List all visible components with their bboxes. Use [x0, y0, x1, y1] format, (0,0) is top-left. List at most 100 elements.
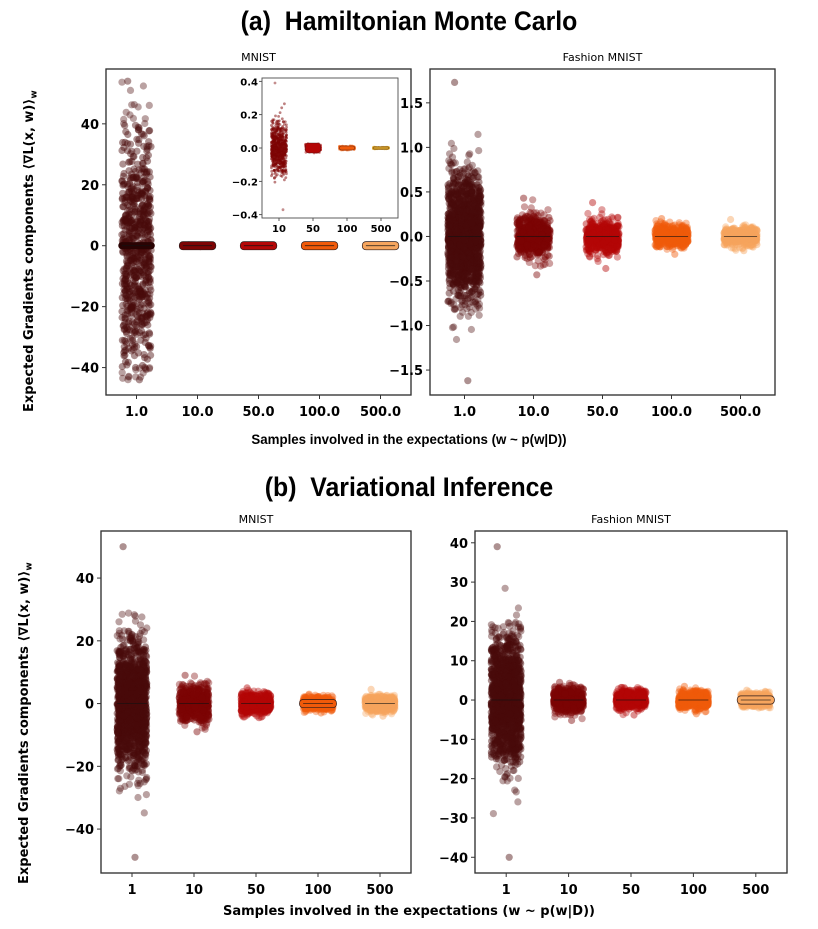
- data-point: [124, 219, 132, 227]
- data-point: [144, 184, 152, 192]
- data-point: [140, 304, 148, 312]
- data-point: [127, 256, 135, 264]
- data-point: [128, 157, 136, 165]
- data-point: [146, 197, 154, 205]
- data-point: [147, 263, 155, 271]
- x-axis-label-hmc: Samples involved in the expectations (w …: [251, 431, 567, 447]
- data-point: [131, 263, 139, 271]
- data-point: [130, 298, 138, 307]
- data-point: [463, 231, 471, 239]
- data-point: [123, 285, 132, 293]
- data-point: [131, 327, 139, 335]
- data-point: [129, 258, 137, 267]
- data-point: [137, 190, 145, 198]
- data-point: [270, 174, 273, 178]
- data-point: [123, 253, 131, 261]
- data-point: [129, 345, 137, 354]
- data-point: [128, 301, 136, 309]
- data-point: [118, 313, 126, 322]
- data-point: [140, 234, 148, 242]
- data-point: [283, 128, 287, 132]
- data-point: [131, 227, 139, 235]
- data-point: [128, 261, 136, 269]
- data-point: [133, 174, 141, 182]
- data-point: [447, 253, 455, 261]
- data-point: [118, 231, 126, 239]
- data-point: [128, 269, 136, 277]
- data-point: [125, 158, 133, 166]
- data-point: [129, 195, 137, 204]
- data-point: [123, 262, 131, 270]
- data-point: [143, 210, 152, 218]
- data-point: [126, 224, 134, 232]
- data-point: [521, 253, 529, 262]
- data-point: [143, 169, 151, 177]
- data-point: [474, 130, 482, 138]
- data-point: [131, 328, 140, 336]
- data-point: [121, 121, 129, 130]
- data-point: [146, 275, 154, 283]
- data-point: [137, 272, 145, 281]
- data-point: [144, 273, 152, 281]
- data-point: [146, 276, 154, 284]
- data-point: [118, 307, 126, 315]
- data-point: [130, 272, 138, 280]
- data-point: [146, 364, 154, 372]
- x-axis-label-vi: Samples involved in the expectations (w …: [223, 904, 595, 919]
- data-point: [273, 126, 276, 130]
- data-point: [120, 280, 129, 288]
- data-point: [139, 213, 147, 222]
- data-point: [132, 173, 140, 181]
- data-point: [122, 265, 131, 273]
- data-point: [132, 288, 140, 296]
- data-point: [146, 314, 154, 322]
- data-point: [142, 263, 150, 271]
- data-point: [139, 224, 147, 232]
- data-point: [133, 217, 142, 225]
- data-point: [145, 142, 153, 150]
- data-point: [128, 174, 136, 182]
- data-point: [122, 294, 130, 303]
- data-point: [281, 120, 285, 124]
- data-point: [119, 267, 127, 275]
- data-point: [127, 150, 135, 158]
- data-point: [146, 186, 154, 194]
- data-point: [463, 158, 471, 166]
- data-point: [274, 162, 278, 165]
- inset-y-tick-label: 0.4: [240, 77, 258, 88]
- data-point: [125, 188, 133, 197]
- data-point: [135, 292, 143, 300]
- data-point: [130, 254, 138, 262]
- data-point: [130, 190, 138, 198]
- data-point: [142, 194, 150, 202]
- data-point: [279, 139, 283, 142]
- data-point: [122, 275, 130, 283]
- data-point: [131, 223, 139, 231]
- data-point: [147, 262, 155, 271]
- data-point: [136, 288, 144, 296]
- data-point: [146, 310, 154, 318]
- data-point: [136, 285, 144, 294]
- data-point: [146, 266, 154, 275]
- data-point: [124, 201, 132, 209]
- data-point: [129, 173, 137, 182]
- series-50.0: [239, 241, 278, 251]
- data-point: [143, 294, 151, 302]
- data-point: [146, 343, 154, 351]
- data-point: [146, 330, 154, 338]
- data-point: [276, 138, 280, 142]
- data-point: [129, 114, 137, 122]
- data-point: [273, 81, 277, 85]
- panel-hmc-fashion: 1.0 10.0 50.0 100.0 500.0−1.5−1.0−0.50.00.51…: [389, 68, 776, 420]
- data-point: [120, 352, 128, 360]
- data-point: [131, 121, 140, 129]
- data-point: [278, 123, 282, 126]
- data-point: [137, 301, 145, 309]
- data-point: [136, 221, 144, 229]
- data-point: [122, 257, 131, 265]
- data-point: [146, 294, 154, 302]
- data-point: [121, 215, 129, 223]
- data-point: [282, 149, 285, 153]
- data-point: [121, 226, 129, 234]
- data-point: [133, 342, 141, 351]
